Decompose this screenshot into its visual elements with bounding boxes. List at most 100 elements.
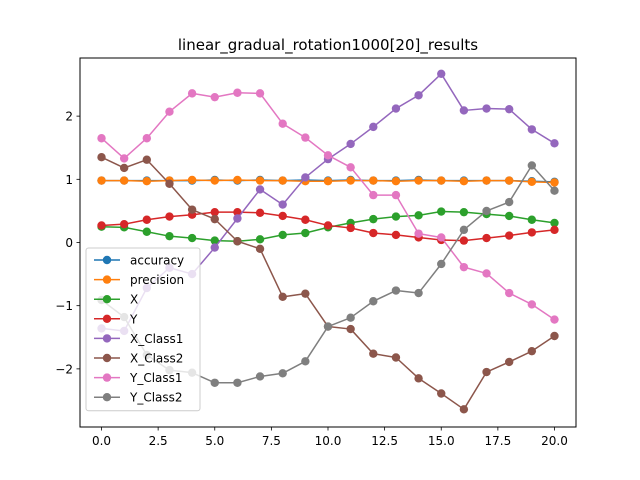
y-tick-label: 1	[65, 173, 73, 187]
data-point	[504, 231, 514, 240]
legend-label: accuracy	[130, 254, 184, 268]
data-point	[437, 389, 446, 398]
data-point	[482, 176, 491, 185]
data-point	[504, 288, 514, 298]
legend-item: Y	[94, 312, 138, 326]
series-precision	[97, 175, 559, 187]
data-point	[369, 122, 378, 132]
data-point	[504, 211, 514, 221]
data-point	[301, 173, 310, 182]
data-point	[255, 372, 265, 381]
data-point	[414, 91, 423, 100]
legend-marker	[102, 295, 112, 304]
data-point	[210, 92, 219, 102]
data-point	[255, 185, 265, 194]
legend-label: Y_Class1	[129, 371, 183, 385]
x-tick-label: 12.5	[371, 434, 398, 448]
x-tick-label: 15.0	[428, 434, 455, 448]
data-point	[233, 378, 242, 387]
legend-marker	[102, 314, 112, 323]
data-point	[391, 230, 401, 240]
data-point	[255, 89, 265, 98]
data-point	[369, 228, 378, 238]
legend-item: X_Class2	[94, 352, 183, 366]
axes: 0.0 2.5 5.0 7.5 10.0 12.5 15.0 17.5 20.0 −2 −1 0 1 2	[55, 57, 577, 448]
data-point	[437, 207, 446, 216]
x-tick-label: 7.5	[262, 434, 281, 448]
y-tick-label: −1	[55, 299, 73, 313]
data-point	[504, 357, 514, 367]
legend-item: X_Class1	[94, 332, 183, 346]
data-point	[346, 139, 355, 149]
data-point	[391, 286, 401, 295]
data-point	[278, 176, 287, 185]
legend-marker	[102, 275, 112, 284]
data-point	[391, 104, 401, 113]
data-point	[210, 176, 219, 185]
data-point	[459, 225, 469, 235]
data-point	[504, 176, 514, 185]
data-point	[210, 236, 219, 245]
data-point	[301, 357, 310, 366]
legend-label: precision	[130, 273, 184, 287]
data-point	[323, 151, 333, 160]
data-point	[233, 175, 242, 185]
legend-label: X_Class2	[130, 352, 183, 366]
legend-marker	[102, 373, 112, 382]
data-point	[233, 88, 242, 97]
data-point	[278, 369, 287, 378]
data-point	[346, 176, 355, 185]
legend-box	[85, 247, 201, 412]
data-point	[369, 190, 378, 200]
data-point	[527, 161, 537, 170]
data-point	[437, 176, 446, 185]
legend-item: Y_Class1	[94, 371, 183, 385]
legend-item: accuracy	[94, 254, 184, 268]
data-point	[301, 289, 310, 298]
data-point	[210, 214, 219, 224]
chart-title: linear_gradual_rotation1000[20]_results	[178, 36, 478, 55]
data-point	[459, 236, 469, 245]
data-point	[210, 207, 219, 217]
data-point	[527, 300, 537, 309]
x-tick-label: 20.0	[541, 434, 568, 448]
data-point	[323, 221, 333, 230]
y-tick-label: 0	[65, 236, 73, 250]
data-point	[550, 218, 559, 228]
data-point	[527, 125, 537, 134]
legend-marker	[102, 334, 112, 343]
data-point	[255, 208, 265, 217]
data-point	[527, 346, 537, 356]
data-point	[550, 315, 559, 324]
x-tick-label: 17.5	[485, 434, 512, 448]
legend-label: Y	[129, 312, 138, 326]
data-point	[210, 378, 219, 387]
data-point	[142, 177, 152, 186]
data-point	[278, 230, 287, 240]
series-x	[97, 207, 559, 246]
data-point	[369, 176, 378, 185]
data-point	[550, 139, 559, 148]
series-layer	[97, 69, 559, 414]
data-point	[369, 214, 378, 224]
data-point	[142, 227, 152, 236]
data-point	[187, 233, 197, 243]
data-point	[301, 215, 310, 224]
data-point	[323, 322, 333, 331]
data-point	[414, 211, 423, 220]
legend-label: X	[130, 293, 138, 307]
legend-marker	[102, 255, 112, 265]
data-point	[255, 244, 265, 254]
data-point	[369, 349, 378, 358]
data-point	[550, 225, 559, 235]
data-point	[165, 107, 174, 116]
data-point	[301, 133, 310, 142]
data-point	[119, 176, 129, 185]
data-point	[97, 176, 106, 185]
legend-label: Y_Class2	[129, 391, 183, 405]
data-point	[459, 262, 469, 272]
legend-item: Y_Class2	[94, 391, 183, 405]
legend-item: precision	[94, 273, 184, 287]
data-point	[119, 154, 129, 163]
